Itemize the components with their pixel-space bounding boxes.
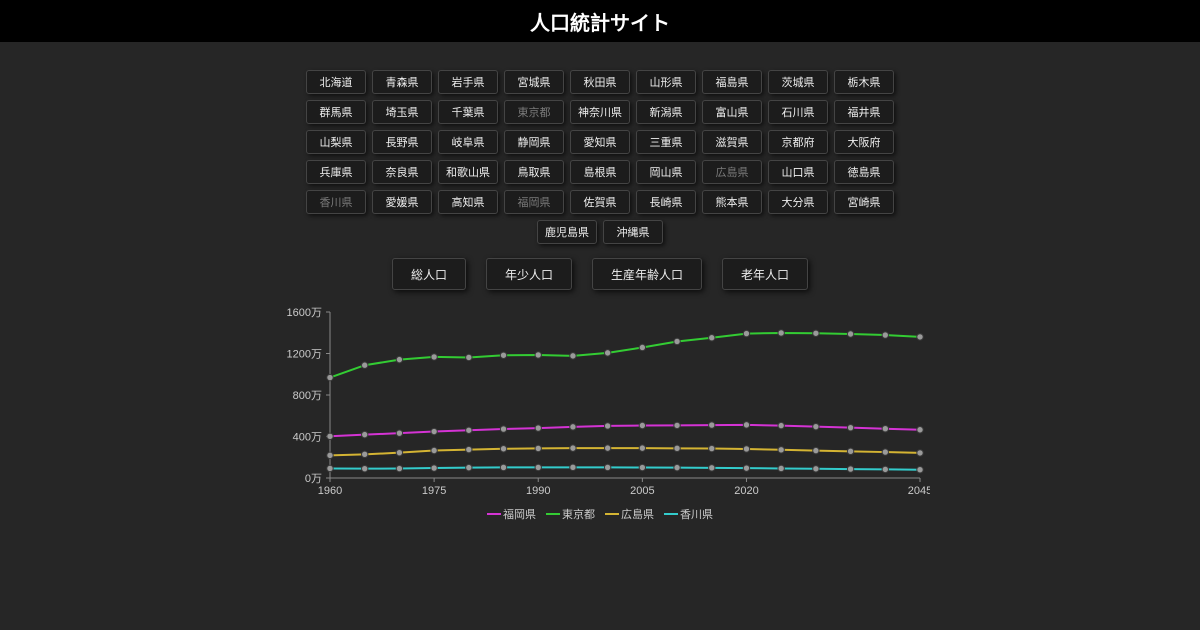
svg-text:1975: 1975	[422, 485, 446, 497]
prefecture-button[interactable]: 青森県	[372, 70, 432, 94]
prefecture-button[interactable]: 東京都	[504, 100, 564, 124]
svg-text:1960: 1960	[318, 485, 342, 497]
prefecture-button[interactable]: 徳島県	[834, 160, 894, 184]
prefecture-button[interactable]: 沖縄県	[603, 220, 663, 244]
svg-text:800万: 800万	[293, 390, 322, 402]
prefecture-button[interactable]: 千葉県	[438, 100, 498, 124]
prefecture-button[interactable]: 山梨県	[306, 130, 366, 154]
legend-swatch	[664, 513, 678, 515]
prefecture-button[interactable]: 愛知県	[570, 130, 630, 154]
prefecture-button[interactable]: 富山県	[702, 100, 762, 124]
legend-label: 東京都	[562, 506, 595, 522]
prefecture-button[interactable]: 福井県	[834, 100, 894, 124]
prefecture-button[interactable]: 岩手県	[438, 70, 498, 94]
svg-text:0万: 0万	[305, 473, 322, 485]
category-row: 総人口年少人口生産年齢人口老年人口	[0, 258, 1200, 290]
prefecture-button[interactable]: 神奈川県	[570, 100, 630, 124]
prefecture-button[interactable]: 静岡県	[504, 130, 564, 154]
prefecture-button[interactable]: 秋田県	[570, 70, 630, 94]
svg-text:2005: 2005	[630, 485, 654, 497]
prefecture-button[interactable]: 熊本県	[702, 190, 762, 214]
prefecture-button[interactable]: 広島県	[702, 160, 762, 184]
category-button[interactable]: 老年人口	[722, 258, 808, 290]
legend-label: 広島県	[621, 506, 654, 522]
prefecture-button[interactable]: 山口県	[768, 160, 828, 184]
prefecture-button[interactable]: 鳥取県	[504, 160, 564, 184]
svg-text:2020: 2020	[734, 485, 758, 497]
chart-legend: 福岡県 東京都 広島県 香川県	[0, 506, 1200, 522]
legend-swatch	[605, 513, 619, 515]
prefecture-button[interactable]: 大分県	[768, 190, 828, 214]
prefecture-button[interactable]: 長崎県	[636, 190, 696, 214]
prefecture-button[interactable]: 栃木県	[834, 70, 894, 94]
prefecture-grid: 北海道青森県岩手県宮城県秋田県山形県福島県茨城県栃木県群馬県埼玉県千葉県東京都神…	[280, 70, 920, 244]
prefecture-button[interactable]: 石川県	[768, 100, 828, 124]
category-button[interactable]: 年少人口	[486, 258, 572, 290]
prefecture-button[interactable]: 福島県	[702, 70, 762, 94]
chart-container: 0万 400万 800万 1200万 1600万 1960 1975 1990 2005 2020…	[0, 302, 1200, 502]
prefecture-button[interactable]: 岐阜県	[438, 130, 498, 154]
prefecture-button[interactable]: 埼玉県	[372, 100, 432, 124]
page-title: 人口統計サイト	[530, 7, 670, 36]
legend-label: 福岡県	[503, 506, 536, 522]
legend-swatch	[487, 513, 501, 515]
category-button[interactable]: 生産年齢人口	[592, 258, 702, 290]
prefecture-button[interactable]: 島根県	[570, 160, 630, 184]
prefecture-button[interactable]: 鹿児島県	[537, 220, 597, 244]
prefecture-button[interactable]: 岡山県	[636, 160, 696, 184]
prefecture-button[interactable]: 高知県	[438, 190, 498, 214]
legend-item: 福岡県	[487, 506, 536, 522]
svg-text:1600万: 1600万	[287, 307, 322, 319]
legend-item: 香川県	[664, 506, 713, 522]
prefecture-button[interactable]: 滋賀県	[702, 130, 762, 154]
prefecture-button[interactable]: 奈良県	[372, 160, 432, 184]
prefecture-button[interactable]: 和歌山県	[438, 160, 498, 184]
header: 人口統計サイト	[0, 0, 1200, 42]
prefecture-button[interactable]: 兵庫県	[306, 160, 366, 184]
prefecture-button[interactable]: 長野県	[372, 130, 432, 154]
svg-text:1200万: 1200万	[287, 349, 322, 361]
prefecture-button[interactable]: 愛媛県	[372, 190, 432, 214]
prefecture-button[interactable]: 京都府	[768, 130, 828, 154]
prefecture-button[interactable]: 福岡県	[504, 190, 564, 214]
prefecture-button[interactable]: 宮崎県	[834, 190, 894, 214]
population-chart: 0万 400万 800万 1200万 1600万 1960 1975 1990 2005 2020…	[270, 302, 930, 502]
prefecture-button[interactable]: 三重県	[636, 130, 696, 154]
prefecture-button[interactable]: 茨城県	[768, 70, 828, 94]
legend-item: 東京都	[546, 506, 595, 522]
prefecture-button[interactable]: 山形県	[636, 70, 696, 94]
prefecture-button[interactable]: 佐賀県	[570, 190, 630, 214]
prefecture-button[interactable]: 香川県	[306, 190, 366, 214]
prefecture-button[interactable]: 新潟県	[636, 100, 696, 124]
category-button[interactable]: 総人口	[392, 258, 466, 290]
svg-text:2045: 2045	[908, 485, 930, 497]
svg-text:400万: 400万	[293, 432, 322, 444]
prefecture-button[interactable]: 宮城県	[504, 70, 564, 94]
legend-swatch	[546, 513, 560, 515]
legend-label: 香川県	[680, 506, 713, 522]
prefecture-button[interactable]: 北海道	[306, 70, 366, 94]
legend-item: 広島県	[605, 506, 654, 522]
svg-text:1990: 1990	[526, 485, 550, 497]
prefecture-button[interactable]: 群馬県	[306, 100, 366, 124]
prefecture-button[interactable]: 大阪府	[834, 130, 894, 154]
